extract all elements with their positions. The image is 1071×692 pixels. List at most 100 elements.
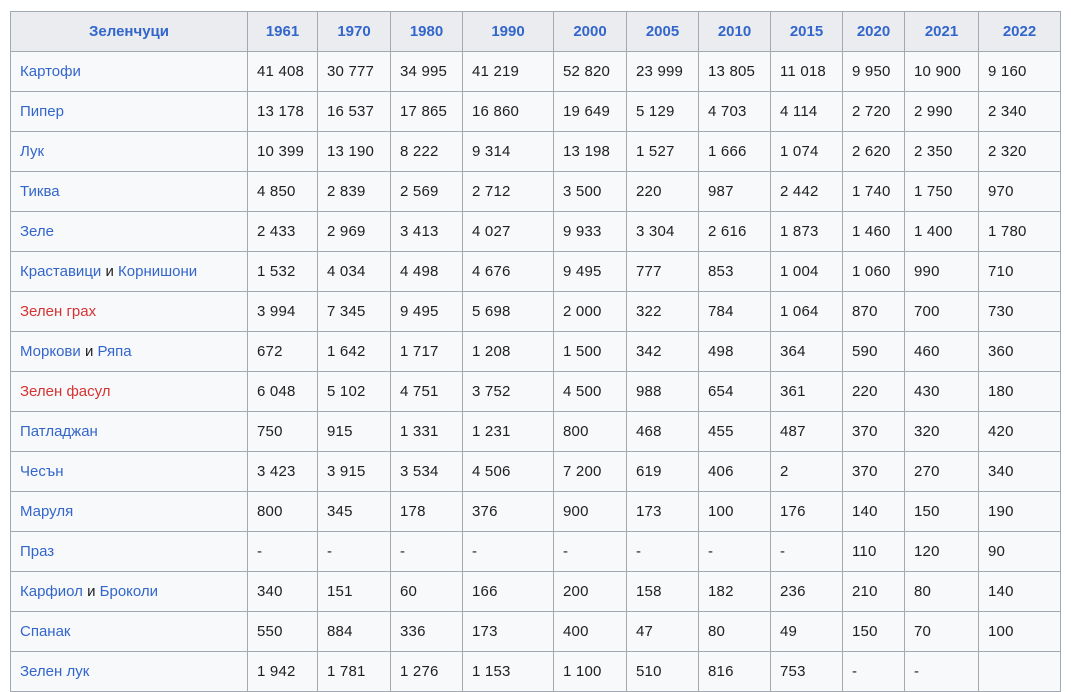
year-link[interactable]: 2010 — [717, 22, 752, 40]
value-cell: - — [698, 531, 771, 572]
year-link[interactable]: 2000 — [573, 22, 607, 40]
year-link[interactable]: 1961 — [265, 22, 300, 40]
value-cell: 987 — [698, 171, 771, 212]
value-cell — [978, 651, 1061, 692]
value-cell: 23 999 — [626, 51, 699, 92]
value-cell: 1 331 — [390, 411, 463, 452]
vegetable-name-cell: Зелен грах — [10, 291, 248, 332]
value-cell: 3 534 — [390, 451, 463, 492]
value-cell: 120 — [904, 531, 979, 572]
value-cell: 2 720 — [842, 91, 905, 132]
table-row: Карфиол и Броколи 340 151 60 166 200 158 182 236… — [10, 571, 1061, 612]
vegetable-link[interactable]: Патладжан — [20, 422, 98, 440]
year-link[interactable]: 2021 — [924, 22, 959, 40]
value-cell: 1 100 — [553, 651, 627, 692]
year-link[interactable]: 1980 — [409, 22, 444, 40]
vegetable-red-link[interactable]: Зелен фасул — [20, 382, 111, 400]
year-link[interactable]: 1970 — [337, 22, 371, 40]
table-row: Краставици и Корнишони 1 532 4 034 4 498 4 6… — [10, 251, 1061, 292]
value-cell: 6 048 — [247, 371, 318, 412]
vegetable-link[interactable]: Броколи — [99, 582, 159, 600]
vegetable-name-cell: Тиква — [10, 171, 248, 212]
vegetable-link[interactable]: Зелен лук — [20, 662, 90, 680]
value-cell: 13 805 — [698, 51, 771, 92]
header-row: Зеленчуци 1961 1970 1980 1990 2000 2005 2010 20… — [10, 11, 1061, 52]
vegetable-link[interactable]: Спанак — [20, 622, 71, 640]
value-cell: 430 — [904, 371, 979, 412]
value-cell: - — [462, 531, 554, 572]
value-cell: 510 — [626, 651, 699, 692]
value-cell: 376 — [462, 491, 554, 532]
value-cell: 370 — [842, 451, 905, 492]
value-cell: 5 129 — [626, 91, 699, 132]
value-cell: 7 345 — [317, 291, 391, 332]
vegetable-name-cell: Зелен фасул — [10, 371, 248, 412]
value-cell: 10 900 — [904, 51, 979, 92]
vegetable-link[interactable]: Картофи — [20, 62, 81, 80]
value-cell: 13 190 — [317, 131, 391, 172]
table-row: Праз - - - - - - - -110 120 90 — [10, 531, 1061, 572]
table-row: Моркови и Ряпа 672 1 642 1 717 1 208 1 500 342… — [10, 331, 1061, 372]
value-cell: 342 — [626, 331, 699, 372]
vegetable-link[interactable]: Корнишони — [118, 262, 198, 280]
year-link[interactable]: 2015 — [789, 22, 824, 40]
value-cell: 7 200 — [553, 451, 627, 492]
vegetable-name-cell: Моркови и Ряпа — [10, 331, 248, 372]
year-link[interactable]: 2020 — [856, 22, 891, 40]
vegetable-red-link[interactable]: Зелен грах — [20, 302, 97, 320]
value-cell: 270 — [904, 451, 979, 492]
value-cell: - — [390, 531, 463, 572]
vegetable-link[interactable]: Пипер — [20, 102, 64, 120]
vegetable-link[interactable]: Зеле — [20, 222, 54, 240]
value-cell: 13 198 — [553, 131, 627, 172]
value-cell: 753 — [770, 651, 843, 692]
value-cell: 322 — [626, 291, 699, 332]
value-cell: 455 — [698, 411, 771, 452]
value-cell: 990 — [904, 251, 979, 292]
value-cell: 853 — [698, 251, 771, 292]
value-cell: 2 839 — [317, 171, 391, 212]
value-cell: 9 495 — [390, 291, 463, 332]
value-cell: 361 — [770, 371, 843, 412]
table-row: Спанак 550 884 336 173 400 47 80 49 150 70 100 — [10, 611, 1061, 652]
vegetable-link[interactable]: Тиква — [20, 182, 60, 200]
value-cell: 1 064 — [770, 291, 843, 332]
vegetable-link[interactable]: Ряпа — [97, 342, 132, 360]
value-cell: 5 102 — [317, 371, 391, 412]
value-cell: 173 — [626, 491, 699, 532]
value-cell: 9 160 — [978, 51, 1061, 92]
vegetable-link[interactable]: Праз — [20, 542, 55, 560]
value-cell: 2 969 — [317, 211, 391, 252]
value-cell: 498 — [698, 331, 771, 372]
vegetable-link[interactable]: Карфиол — [20, 582, 83, 600]
vegetable-link[interactable]: Маруля — [20, 502, 74, 520]
vegetable-name-cell: Чесън — [10, 451, 248, 492]
value-cell: 140 — [978, 571, 1061, 612]
value-cell: 1 074 — [770, 131, 843, 172]
year-link[interactable]: 2005 — [645, 22, 680, 40]
year-link[interactable]: 2022 — [1002, 22, 1037, 40]
value-cell: 4 703 — [698, 91, 771, 132]
value-cell: - — [247, 531, 318, 572]
value-cell: 151 — [317, 571, 391, 612]
vegetable-name-cell: Праз — [10, 531, 248, 572]
value-cell: 2 712 — [462, 171, 554, 212]
value-cell: 468 — [626, 411, 699, 452]
value-cell: 700 — [904, 291, 979, 332]
value-cell: 2 616 — [698, 211, 771, 252]
year-link[interactable]: 1990 — [491, 22, 525, 40]
value-cell: 220 — [842, 371, 905, 412]
vegetable-link[interactable]: Краставици — [20, 262, 102, 280]
value-cell: 1 666 — [698, 131, 771, 172]
table-row: Картофи 41 408 30 777 34 995 41 219 52 820 23 … — [10, 51, 1061, 92]
value-cell: 915 — [317, 411, 391, 452]
value-cell: 336 — [390, 611, 463, 652]
vegetables-header-link[interactable]: Зеленчуци — [89, 22, 169, 40]
vegetable-link[interactable]: Чесън — [20, 462, 64, 480]
value-cell: 420 — [978, 411, 1061, 452]
value-cell: - — [626, 531, 699, 572]
value-cell: 4 027 — [462, 211, 554, 252]
value-cell: 150 — [842, 611, 905, 652]
vegetable-link[interactable]: Моркови — [20, 342, 81, 360]
vegetable-link[interactable]: Лук — [20, 142, 45, 160]
